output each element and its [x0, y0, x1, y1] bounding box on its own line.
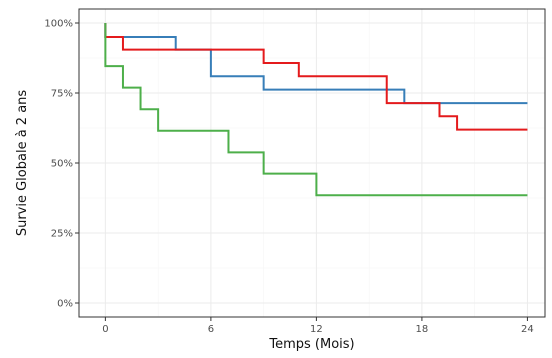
y-tick-label: 100% — [44, 19, 73, 30]
x-tick-label: 12 — [310, 324, 323, 335]
x-tick-label: 0 — [102, 324, 108, 335]
series-line-2 — [104, 23, 528, 131]
y-tick-label: 50% — [51, 159, 73, 170]
x-tick-label: 24 — [521, 324, 534, 335]
x-tick-label: 18 — [416, 324, 429, 335]
x-axis-title: Temps (Mois) — [268, 337, 354, 352]
y-tick-label: 25% — [51, 229, 73, 240]
x-tick-label: 6 — [208, 324, 214, 335]
grid — [79, 9, 545, 317]
y-tick-label: 75% — [51, 89, 73, 100]
y-axis-title: Survie Globale à 2 ans — [15, 90, 30, 237]
series-line-3 — [104, 23, 528, 197]
series-line-1 — [104, 23, 528, 105]
y-tick-label: 0% — [57, 299, 73, 310]
series-lines — [104, 23, 528, 197]
axis-ticks: 0 6 12 18 24 0% 25% 50% 75% 100% — [44, 19, 533, 336]
